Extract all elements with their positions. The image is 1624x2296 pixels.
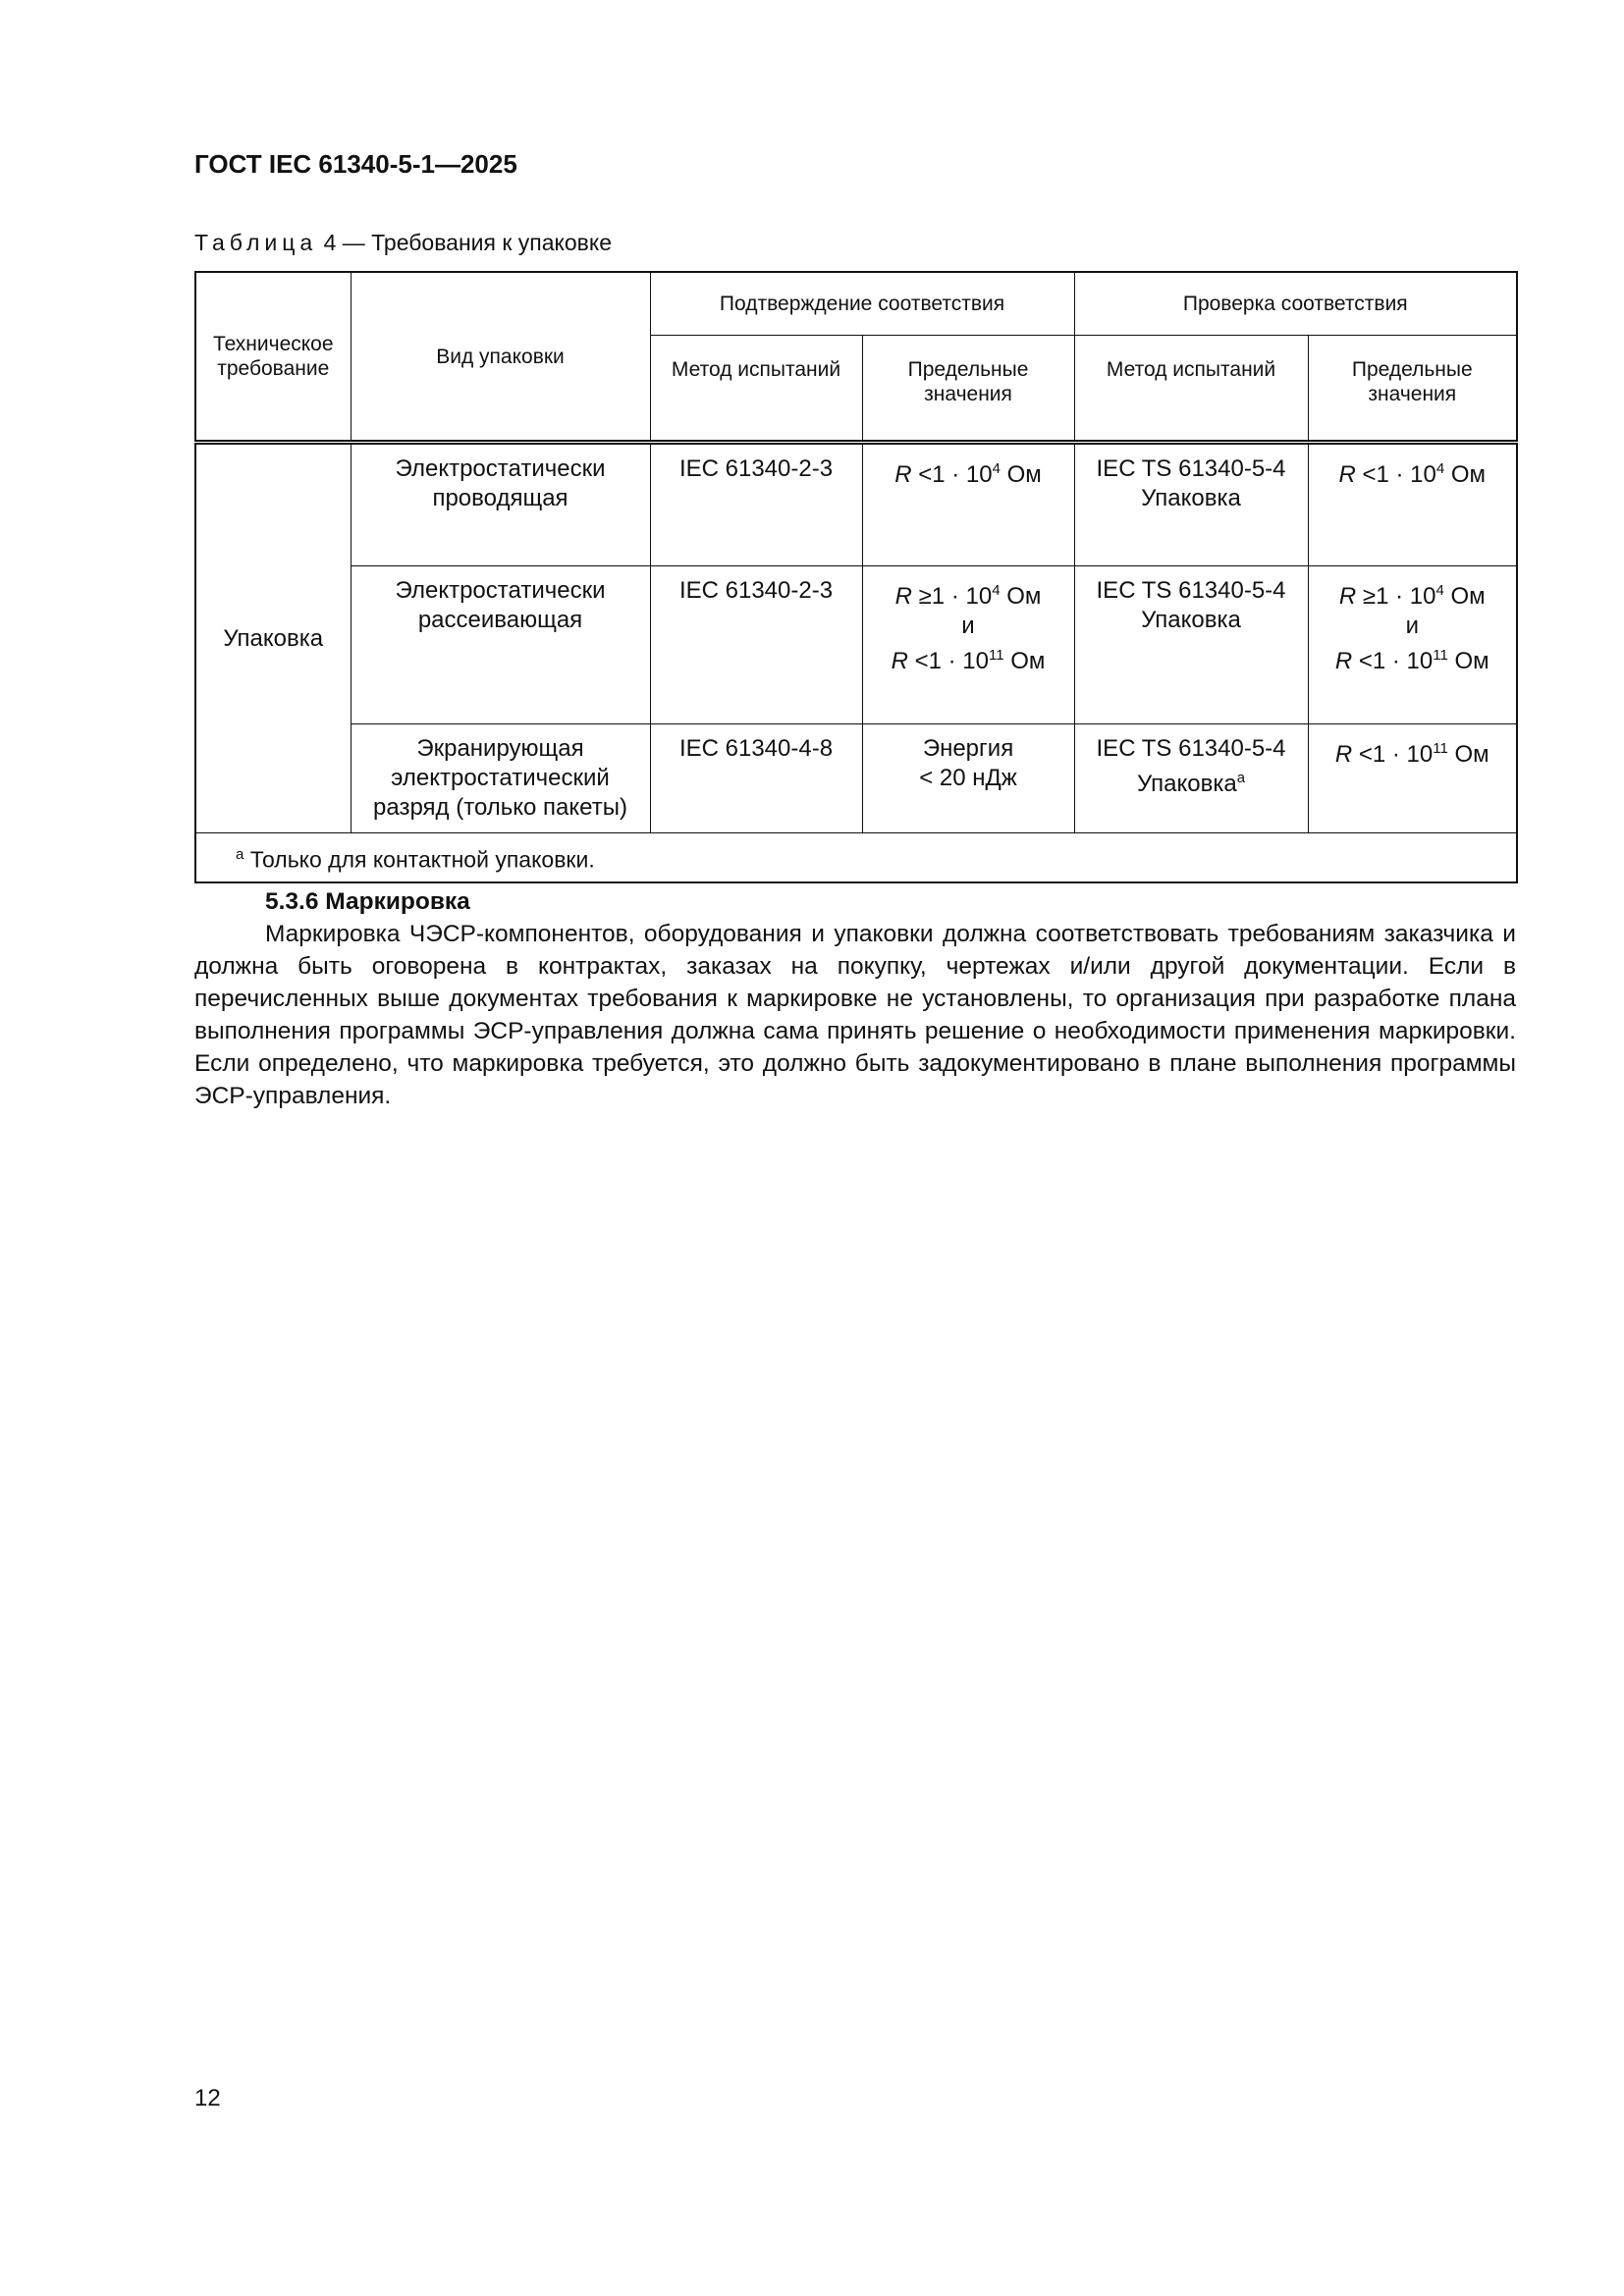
test-method-cell: IEC TS 61340-5-4 Упаковкаa bbox=[1073, 723, 1309, 833]
test-method-cell: IEC 61340-4-8 bbox=[649, 723, 863, 833]
document-title: ГОСТ IEC 61340-5-1—2025 bbox=[194, 149, 517, 179]
limit-value-cell: R ≥1 · 104 Ом и R <1 · 1011 Ом bbox=[861, 565, 1075, 724]
limit-value-cell: R <1 · 104 Ом bbox=[861, 442, 1075, 566]
table-row: Электростатически рассеивающая IEC 61340… bbox=[195, 565, 1518, 724]
header-package-type: Вид упаковки bbox=[350, 271, 651, 445]
header-test-method: Метод испытаний bbox=[649, 335, 863, 445]
header-limit-values: Предельные значения bbox=[861, 335, 1075, 445]
header-test-method: Метод испытаний bbox=[1073, 335, 1309, 445]
section-marking: 5.3.6 Маркировка Маркировка ЧЭСР-компоне… bbox=[194, 885, 1516, 1112]
limit-value-cell: R <1 · 1011 Ом bbox=[1307, 723, 1518, 833]
table-caption: Таблица 4 — Требования к упаковке bbox=[194, 230, 612, 255]
table-row: Экранирующая электростатический разряд (… bbox=[195, 723, 1518, 833]
requirement-cell: Упаковка bbox=[194, 442, 352, 833]
limit-value-cell: R ≥1 · 104 Ом и R <1 · 1011 Ом bbox=[1307, 565, 1518, 724]
test-method-cell: IEC 61340-2-3 bbox=[649, 442, 863, 566]
test-method-cell: IEC TS 61340-5-4 Упаковка bbox=[1073, 442, 1309, 566]
test-method-cell: IEC 61340-2-3 bbox=[649, 565, 863, 724]
table-footnote: a Только для контактной упаковки. bbox=[194, 832, 1518, 883]
header-conformity-confirmation: Подтверждение соответствия bbox=[649, 271, 1075, 336]
limit-value-cell: R <1 · 104 Ом bbox=[1307, 442, 1518, 566]
limit-value-cell: Энергия < 20 нДж bbox=[861, 723, 1075, 833]
header-tech-requirement: Техническое требование bbox=[194, 271, 352, 445]
package-type-cell: Электростатически проводящая bbox=[350, 442, 651, 566]
table-row: Упаковка Электростатически проводящая IE… bbox=[194, 442, 1518, 833]
page-number: 12 bbox=[194, 2085, 221, 2111]
package-type-cell: Экранирующая электростатический разряд (… bbox=[350, 723, 651, 833]
test-method-cell: IEC TS 61340-5-4 Упаковка bbox=[1073, 565, 1309, 724]
header-conformity-check: Проверка соответствия bbox=[1073, 271, 1518, 336]
section-paragraph: Маркировка ЧЭСР-компонентов, оборудовани… bbox=[194, 921, 1516, 1109]
section-heading: 5.3.6 Маркировка bbox=[265, 888, 470, 915]
package-type-cell: Электростатически рассеивающая bbox=[350, 565, 651, 724]
packaging-requirements-table: Техническое требование Вид упаковки Подт… bbox=[194, 271, 1519, 883]
header-limit-values: Предельные значения bbox=[1307, 335, 1518, 445]
